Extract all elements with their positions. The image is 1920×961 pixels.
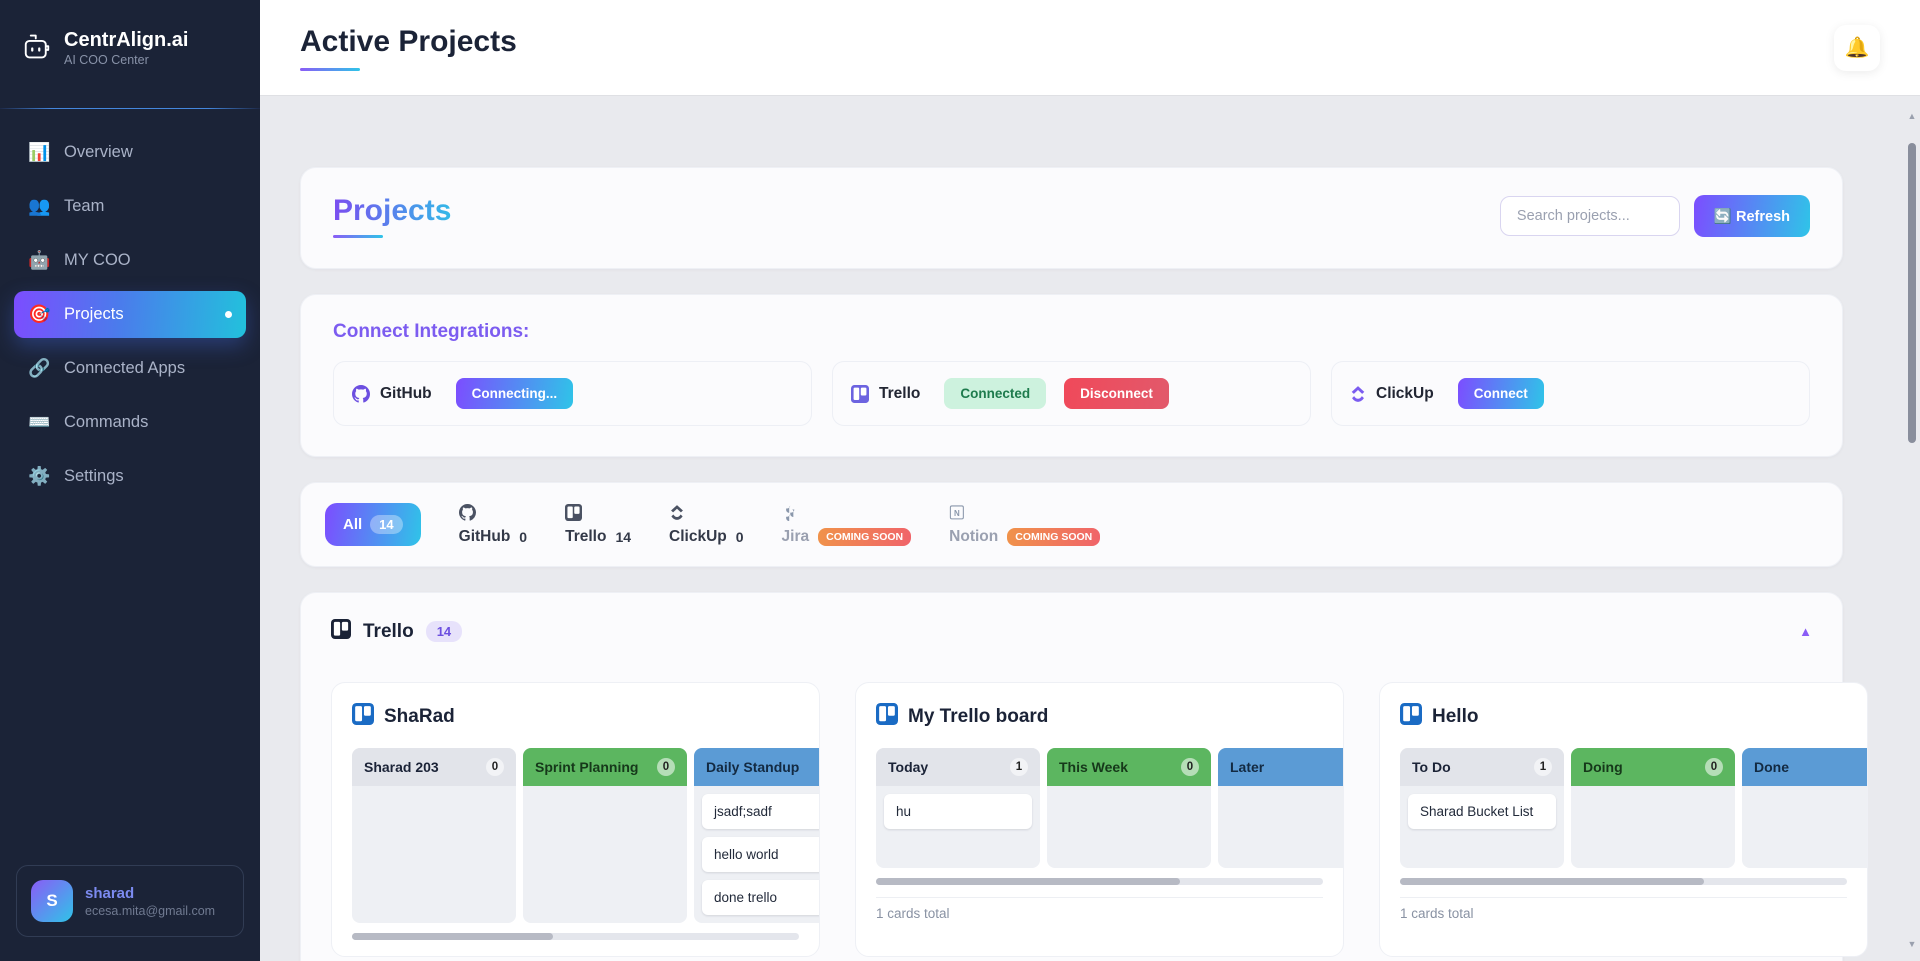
svg-text:N: N	[954, 508, 960, 517]
